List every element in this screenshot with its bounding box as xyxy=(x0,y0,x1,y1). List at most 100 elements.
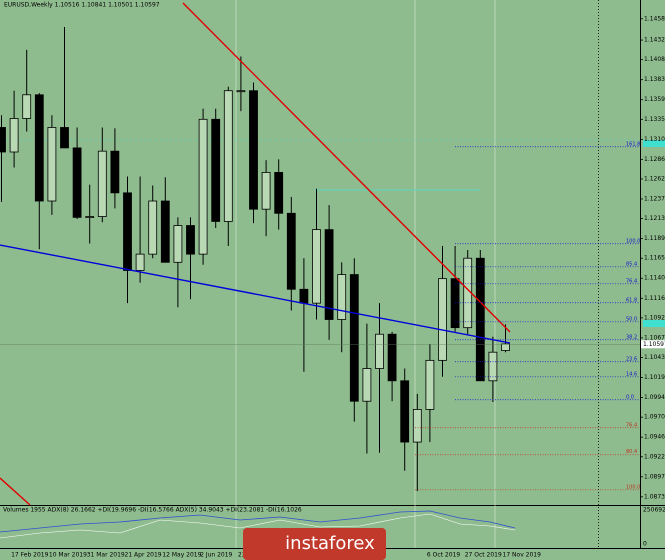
candle-body xyxy=(324,229,334,320)
candles xyxy=(0,26,510,492)
candle-body xyxy=(173,225,183,263)
fibo-label: 100.0 xyxy=(626,238,640,244)
candle-body xyxy=(9,118,19,153)
x-tick-label: 6 Oct 2019 xyxy=(427,552,460,559)
candle-body xyxy=(387,333,397,382)
fibo-label: 14.6 xyxy=(626,371,637,377)
indicator-tick-label: 0 xyxy=(643,541,647,548)
y-tick-label: 1.11405 xyxy=(644,275,665,282)
y-tick-label: 1.11650 xyxy=(644,255,665,262)
candle-body xyxy=(186,225,195,255)
y-tick-label: 1.12860 xyxy=(644,156,665,163)
indicator-tick-label: 250692 xyxy=(643,507,665,514)
candle-body xyxy=(60,127,69,149)
x-tick-label: 27 Oct 2019 xyxy=(465,552,502,559)
candle-body xyxy=(349,274,359,402)
chart-title: EURUSD,Weekly 1.10516 1.10841 1.10501 1.… xyxy=(4,2,160,9)
y-tick-label: 1.10435 xyxy=(644,354,665,361)
candle-body xyxy=(72,147,82,218)
y-tick-label: 1.14320 xyxy=(644,37,665,44)
candle-body xyxy=(450,278,460,329)
candle-body xyxy=(488,351,498,382)
candle-body xyxy=(375,333,384,369)
fibo-label: 50.0 xyxy=(626,316,637,322)
candle-body xyxy=(412,408,422,443)
y-tick-label: 1.12135 xyxy=(644,215,665,222)
trend-line xyxy=(0,477,31,506)
y-tick-label: 1.10675 xyxy=(644,334,665,341)
level-marker xyxy=(643,320,665,327)
y-tick-label: 1.09945 xyxy=(644,394,665,401)
candle-body xyxy=(47,127,57,202)
y-tick-label: 1.08975 xyxy=(644,473,665,480)
x-tick-label: 10 Mar 2019 xyxy=(49,552,87,559)
candle-body xyxy=(362,368,372,402)
x-tick-label: 21 Apr 2019 xyxy=(125,552,162,559)
fibo-label: 76.4 xyxy=(626,422,637,428)
fibo-label: 38.2 xyxy=(626,334,637,340)
y-tick-label: 1.09705 xyxy=(644,414,665,421)
indicator-line xyxy=(0,510,516,533)
x-tick-label: 12 May 2019 xyxy=(162,552,201,559)
y-tick-label: 1.13835 xyxy=(644,76,665,83)
y-tick-label: 1.12620 xyxy=(644,175,665,182)
trend-line xyxy=(0,244,511,344)
y-tick-label: 1.14580 xyxy=(644,15,665,22)
fibo-label: 0.0 xyxy=(626,394,634,400)
candle-body xyxy=(501,343,510,351)
fibo-label: 100.0 xyxy=(626,484,640,490)
fibo-label: 80.4 xyxy=(626,449,637,455)
candle-body xyxy=(211,118,221,222)
y-tick-label: 1.11160 xyxy=(644,295,665,302)
watermark-box xyxy=(243,528,386,560)
candle-body xyxy=(110,150,120,194)
candle-body xyxy=(299,288,309,304)
candle-body xyxy=(425,359,435,410)
x-tick-label: 17 Feb 2019 xyxy=(11,552,49,559)
candle-body xyxy=(123,192,132,271)
level-marker xyxy=(643,140,665,147)
candle-body xyxy=(34,94,44,202)
fibo-label: 85.4 xyxy=(626,261,637,267)
x-tick-label: 31 Mar 2019 xyxy=(87,552,125,559)
candle-body xyxy=(475,257,485,382)
fibo-label: 23.6 xyxy=(626,356,637,362)
candle-body xyxy=(97,150,107,217)
candle-body xyxy=(249,90,258,210)
indicator-line xyxy=(0,513,516,539)
candle-body xyxy=(85,216,95,218)
y-tick-label: 1.10920 xyxy=(644,314,665,321)
indicator-title: Volumes 1955 ADX(8) 26.1662 +DI(19.9696 … xyxy=(3,507,302,514)
fibo-label: 61.8 xyxy=(626,297,637,303)
watermark: instaforex xyxy=(285,533,375,554)
candle-body xyxy=(337,274,347,320)
candle-body xyxy=(223,90,233,222)
candle-body xyxy=(236,90,246,93)
candle-body xyxy=(274,172,284,214)
candle-body xyxy=(286,212,296,290)
x-tick-label: 2 Jun 2019 xyxy=(200,552,232,559)
candle-body xyxy=(400,380,410,443)
y-tick-label: 1.13105 xyxy=(644,136,665,143)
candle-body xyxy=(135,253,145,271)
trend-line xyxy=(182,2,511,333)
fibo-label: 161.8 xyxy=(626,141,640,147)
candle-body xyxy=(198,118,208,255)
y-tick-label: 1.13590 xyxy=(644,96,665,103)
y-tick-label: 1.13350 xyxy=(644,116,665,123)
candle-body xyxy=(148,200,158,255)
y-tick-label: 1.11890 xyxy=(644,235,665,242)
y-tick-label: 1.08730 xyxy=(644,493,665,500)
y-tick-label: 1.12375 xyxy=(644,195,665,202)
candle-body xyxy=(160,200,170,263)
fibo-label: 76.4 xyxy=(626,278,637,284)
x-tick-label: 17 Nov 2019 xyxy=(503,552,542,559)
price-marker-box xyxy=(641,340,665,349)
candle-body xyxy=(312,229,321,304)
y-tick-label: 1.09220 xyxy=(644,453,665,460)
y-tick-label: 1.09460 xyxy=(644,434,665,441)
candle-body xyxy=(438,278,447,361)
y-tick-label: 1.10190 xyxy=(644,374,665,381)
candle-body xyxy=(0,127,6,153)
